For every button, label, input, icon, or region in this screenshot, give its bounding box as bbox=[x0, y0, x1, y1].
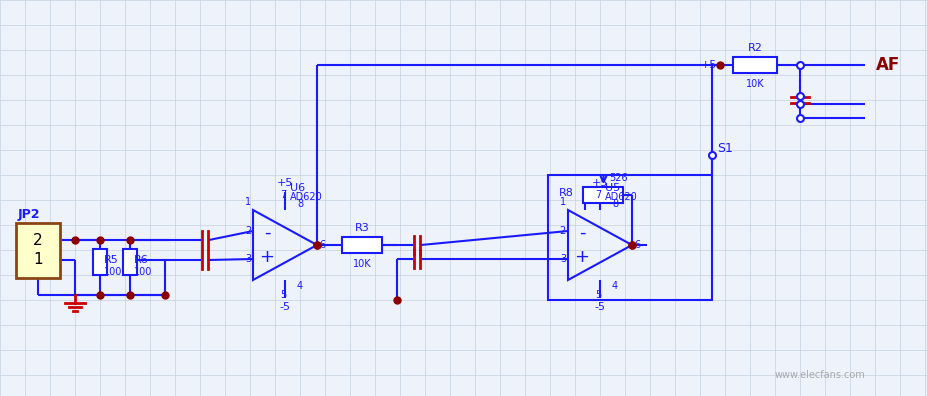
Text: 2: 2 bbox=[245, 226, 251, 236]
Text: 4: 4 bbox=[612, 281, 618, 291]
Text: -5: -5 bbox=[280, 302, 290, 312]
Text: R6: R6 bbox=[134, 255, 148, 265]
Text: 5: 5 bbox=[595, 290, 601, 300]
Bar bbox=[16, 223, 60, 278]
Text: S1: S1 bbox=[717, 141, 733, 154]
Text: R8: R8 bbox=[559, 188, 574, 198]
Text: +: + bbox=[260, 248, 274, 266]
Text: 6: 6 bbox=[634, 240, 641, 250]
Text: 100: 100 bbox=[134, 267, 152, 277]
Text: 526: 526 bbox=[609, 173, 628, 183]
Text: 7: 7 bbox=[280, 190, 286, 200]
Text: AD620: AD620 bbox=[605, 192, 638, 202]
Text: www.elecfans.com: www.elecfans.com bbox=[775, 370, 866, 380]
Bar bbox=[93, 249, 107, 275]
Text: 4: 4 bbox=[297, 281, 303, 291]
Bar bbox=[583, 187, 624, 203]
Text: JP2: JP2 bbox=[18, 208, 41, 221]
Bar bbox=[733, 57, 777, 73]
Text: 8: 8 bbox=[297, 199, 303, 209]
Text: U5: U5 bbox=[605, 183, 620, 193]
Text: R3: R3 bbox=[355, 223, 369, 233]
Text: +: + bbox=[575, 248, 590, 266]
Text: -: - bbox=[264, 224, 271, 242]
Text: +5: +5 bbox=[701, 60, 717, 70]
Text: 100: 100 bbox=[104, 267, 122, 277]
Text: 1: 1 bbox=[560, 197, 566, 207]
Text: AF: AF bbox=[876, 56, 900, 74]
Text: U6: U6 bbox=[290, 183, 305, 193]
Text: AD620: AD620 bbox=[290, 192, 323, 202]
Text: -: - bbox=[578, 224, 585, 242]
Bar bbox=[548, 175, 712, 300]
Text: R5: R5 bbox=[104, 255, 119, 265]
Text: 2: 2 bbox=[560, 226, 566, 236]
Text: 2: 2 bbox=[33, 232, 43, 248]
Text: -5: -5 bbox=[594, 302, 605, 312]
Text: 3: 3 bbox=[560, 254, 566, 264]
Text: 5: 5 bbox=[280, 290, 286, 300]
Text: +5: +5 bbox=[591, 178, 608, 188]
Bar bbox=[123, 249, 137, 275]
Text: R2: R2 bbox=[747, 43, 762, 53]
Bar bbox=[342, 237, 382, 253]
Text: 6: 6 bbox=[319, 240, 325, 250]
Text: 7: 7 bbox=[595, 190, 601, 200]
Text: 8: 8 bbox=[612, 199, 618, 209]
Text: 1: 1 bbox=[245, 197, 251, 207]
Text: 1: 1 bbox=[33, 253, 43, 268]
Text: 10K: 10K bbox=[745, 79, 765, 89]
Text: 3: 3 bbox=[245, 254, 251, 264]
Text: +5: +5 bbox=[277, 178, 293, 188]
Text: 10K: 10K bbox=[352, 259, 372, 269]
